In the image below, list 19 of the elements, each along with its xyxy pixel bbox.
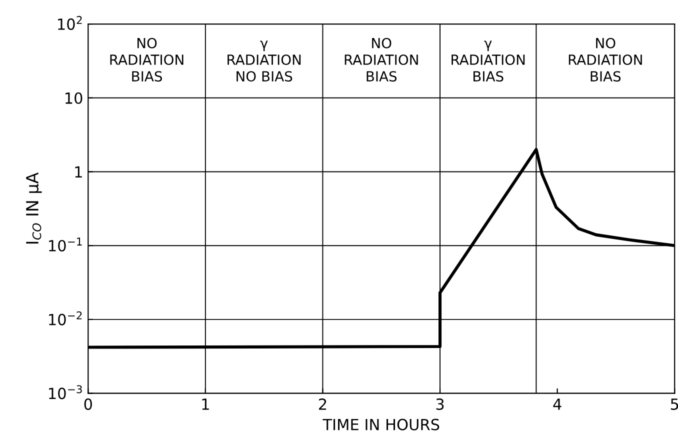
y-tick-label: 1: [75, 166, 82, 178]
y-tick-label: 10$^{−1}$: [49, 238, 82, 252]
x-tick-label: 4: [553, 398, 562, 410]
y-tick-label: 10$^{−2}$: [49, 311, 82, 326]
y-tick-label: 10$^{−3}$: [49, 385, 82, 400]
x-axis-title: TIME IN HOURS: [322, 418, 440, 430]
x-tick-label: 0: [84, 398, 92, 410]
x-tick-label: 5: [670, 398, 678, 410]
annotation: γ RADIATION BIAS: [452, 40, 525, 82]
x-tick-label: 2: [318, 398, 326, 410]
annotation: NO RADIATION BIAS: [344, 38, 418, 82]
annotation: γ RADIATION NO BIAS: [228, 40, 301, 82]
annotation: NO RADIATION BIAS: [568, 38, 642, 82]
y-tick-label: 10$^{2}$: [58, 16, 82, 30]
x-tick-label: 3: [436, 398, 444, 410]
y-tick-label: 10: [66, 92, 82, 104]
x-tick-label: 1: [202, 398, 209, 410]
y-axis-title: I$_{CO}$ IN μA: [26, 172, 42, 244]
annotation: NO RADIATION BIAS: [110, 38, 184, 82]
